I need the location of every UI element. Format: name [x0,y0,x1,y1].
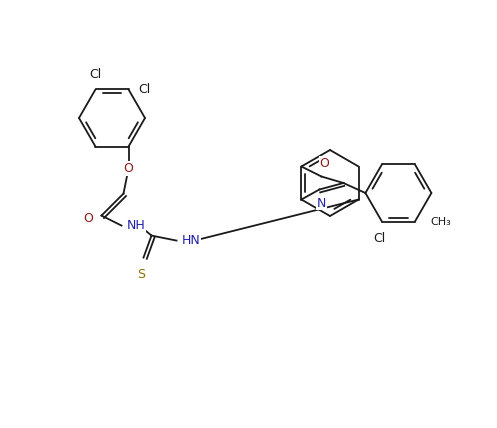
Text: O: O [83,212,93,225]
Text: CH₃: CH₃ [430,217,451,226]
Text: Cl: Cl [373,232,385,244]
Text: N: N [317,196,326,209]
Text: S: S [138,268,146,281]
Text: HN: HN [181,234,200,247]
Text: NH: NH [127,219,145,232]
Text: O: O [124,162,133,175]
Text: Cl: Cl [139,83,151,96]
Text: O: O [320,157,330,169]
Text: Cl: Cl [89,68,101,81]
